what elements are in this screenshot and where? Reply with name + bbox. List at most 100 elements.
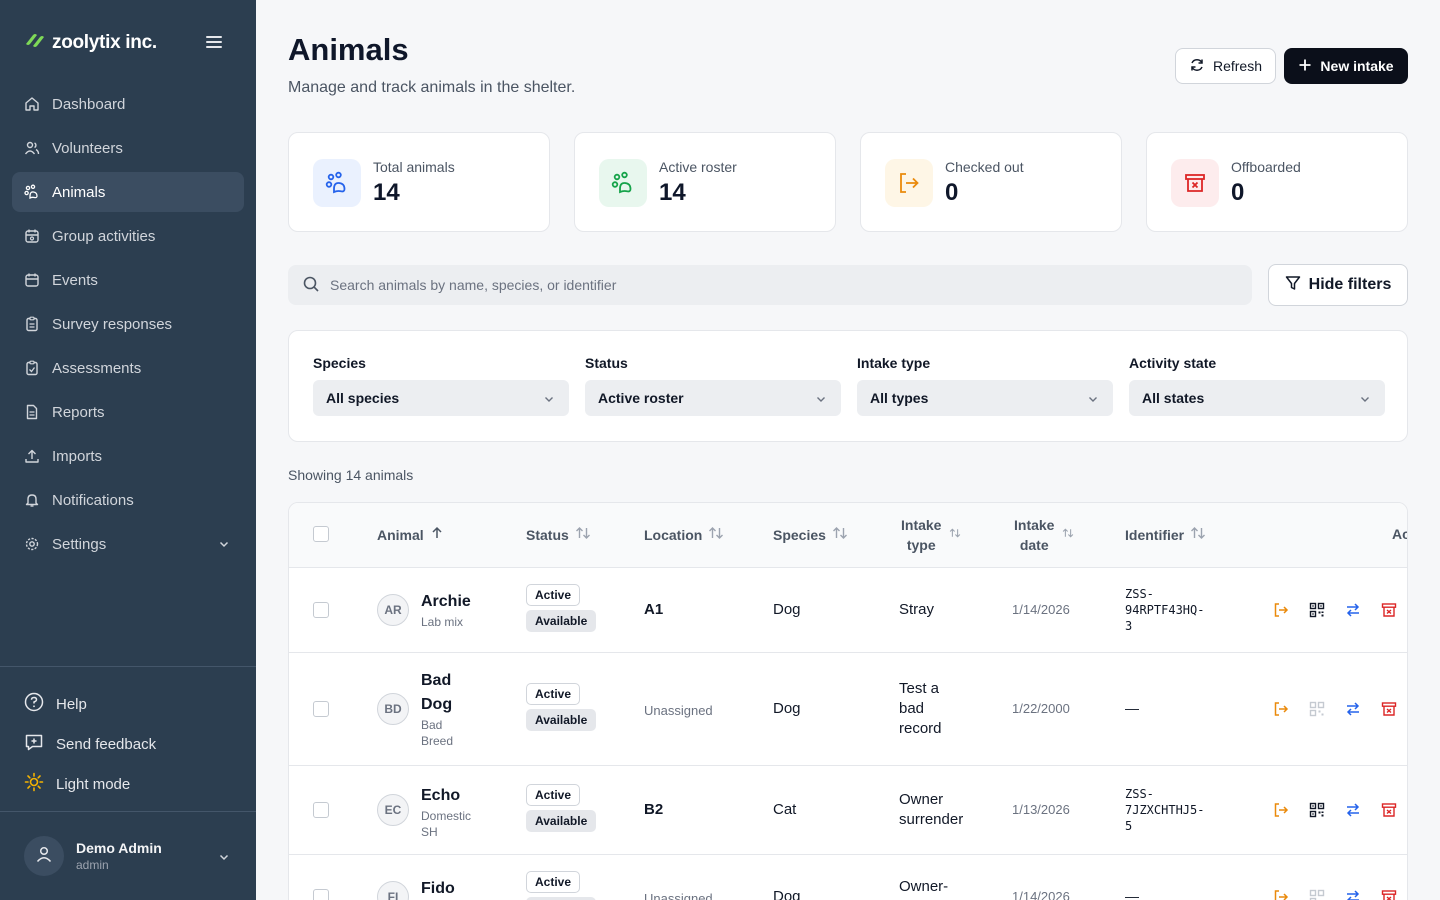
light-mode-toggle[interactable]: Light mode xyxy=(24,764,234,804)
chevron-down-icon[interactable] xyxy=(218,537,230,554)
sidebar-item-survey-responses[interactable]: Survey responses xyxy=(12,304,244,344)
stat-label: Offboarded xyxy=(1231,159,1301,175)
sidebar-item-dashboard[interactable]: Dashboard xyxy=(12,84,244,124)
check-out-icon[interactable] xyxy=(1273,889,1289,900)
row-actions xyxy=(1273,802,1397,818)
status-select[interactable]: Active roster xyxy=(585,380,841,416)
identifier-line: 5 xyxy=(1125,819,1133,833)
row-checkbox[interactable] xyxy=(313,602,329,618)
intake-type-select[interactable]: All types xyxy=(857,380,1113,416)
brand-logo[interactable]: zoolytix inc. xyxy=(24,30,157,55)
select-all-checkbox[interactable] xyxy=(313,526,329,542)
animal-name[interactable]: Echo xyxy=(421,787,461,804)
sidebar-item-assessments[interactable]: Assessments xyxy=(12,348,244,388)
home-icon xyxy=(24,96,40,112)
brand-name: zoolytix inc. xyxy=(52,31,157,53)
search-input[interactable]: Search animals by name, species, or iden… xyxy=(288,265,1252,305)
transfer-icon[interactable] xyxy=(1345,889,1361,900)
stat-card-checked-out: Checked out 0 xyxy=(860,132,1122,232)
chevron-down-icon xyxy=(815,392,827,408)
row-checkbox[interactable] xyxy=(313,889,329,900)
animal-name[interactable]: Fido xyxy=(421,880,455,897)
table-row[interactable]: EC Echo Domestic SH Active Available B2 … xyxy=(289,766,1407,855)
identifier-line: ZSS- xyxy=(1125,587,1154,601)
animal-cell[interactable]: Fido xyxy=(421,877,455,900)
animal-name[interactable]: Bad xyxy=(421,672,452,689)
sidebar-item-reports[interactable]: Reports xyxy=(12,392,244,432)
transfer-icon[interactable] xyxy=(1345,602,1361,618)
animal-name[interactable]: Archie xyxy=(421,593,471,610)
stat-card-active: Active roster 14 xyxy=(574,132,836,232)
hide-filters-button[interactable]: Hide filters xyxy=(1268,264,1408,306)
check-out-icon xyxy=(885,159,933,207)
activity-state-select[interactable]: All states xyxy=(1129,380,1385,416)
row-checkbox[interactable] xyxy=(313,802,329,818)
column-location[interactable]: Location xyxy=(644,526,724,543)
help-link[interactable]: Help xyxy=(24,684,234,724)
species-cell: Dog xyxy=(773,888,801,900)
status-cell: Active Available xyxy=(526,584,597,632)
sidebar-item-notifications[interactable]: Notifications xyxy=(12,480,244,520)
column-label-group: Intake date xyxy=(1014,515,1054,555)
check-out-icon[interactable] xyxy=(1273,802,1289,818)
filter-status: Status Active roster xyxy=(585,355,841,416)
qr-code-icon[interactable] xyxy=(1309,802,1325,818)
archive-icon[interactable] xyxy=(1381,602,1397,618)
chevron-down-icon xyxy=(1359,392,1371,408)
sidebar-item-animals[interactable]: Animals xyxy=(12,172,244,212)
new-intake-button[interactable]: New intake xyxy=(1284,48,1408,84)
animal-breed: SH xyxy=(421,825,438,839)
sidebar-item-events[interactable]: Events xyxy=(12,260,244,300)
menu-toggle-icon[interactable] xyxy=(204,32,224,52)
animal-breed: Lab mix xyxy=(421,615,464,629)
sidebar-bottom: Help Send feedback Light mode xyxy=(24,684,234,804)
animal-cell[interactable]: Echo Domestic SH xyxy=(421,784,471,840)
paw-icon xyxy=(24,184,40,200)
column-status[interactable]: Status xyxy=(526,526,591,543)
transfer-icon[interactable] xyxy=(1345,701,1361,717)
transfer-icon[interactable] xyxy=(1345,802,1361,818)
animal-name[interactable]: Dog xyxy=(421,696,453,713)
sun-icon xyxy=(24,772,44,796)
refresh-button[interactable]: Refresh xyxy=(1175,48,1276,84)
table-row[interactable]: AR Archie Lab mix Active Available A1 Do… xyxy=(289,568,1407,653)
check-out-icon[interactable] xyxy=(1273,701,1289,717)
qr-code-icon[interactable] xyxy=(1309,602,1325,618)
column-intake-type[interactable]: Intake type xyxy=(901,515,961,555)
column-intake-date[interactable]: Intake date xyxy=(1014,515,1074,555)
sidebar-item-group-activities[interactable]: Group activities xyxy=(12,216,244,256)
availability-badge: Available xyxy=(526,810,597,832)
user-menu[interactable]: Demo Admin admin xyxy=(24,836,234,876)
column-species[interactable]: Species xyxy=(773,526,848,543)
select-value: All types xyxy=(870,390,929,406)
filter-species: Species All species xyxy=(313,355,569,416)
row-checkbox[interactable] xyxy=(313,701,329,717)
animal-cell[interactable]: Archie Lab mix xyxy=(421,590,471,630)
archive-icon[interactable] xyxy=(1381,802,1397,818)
location-cell: B2 xyxy=(644,801,664,818)
chevron-down-icon[interactable] xyxy=(218,850,230,868)
clipboard-check-icon xyxy=(24,360,40,376)
sidebar-item-imports[interactable]: Imports xyxy=(12,436,244,476)
sort-icon xyxy=(832,526,848,543)
feedback-icon xyxy=(24,732,44,756)
sidebar-item-label: Group activities xyxy=(52,227,156,245)
sidebar-item-volunteers[interactable]: Volunteers xyxy=(12,128,244,168)
archive-icon[interactable] xyxy=(1381,889,1397,900)
archive-icon[interactable] xyxy=(1381,701,1397,717)
column-animal[interactable]: Animal xyxy=(377,526,444,543)
table-row[interactable]: FI Fido Active Unassigned Dog Owner- 1/1… xyxy=(289,855,1407,900)
animal-cell[interactable]: Bad Dog Bad Breed xyxy=(421,669,453,749)
check-out-icon[interactable] xyxy=(1273,602,1289,618)
new-intake-label: New intake xyxy=(1320,58,1394,74)
column-identifier[interactable]: Identifier xyxy=(1125,526,1206,543)
species-select[interactable]: All species xyxy=(313,380,569,416)
table-row[interactable]: BD Bad Dog Bad Breed Active Available Un… xyxy=(289,653,1407,766)
sidebar-item-settings[interactable]: Settings xyxy=(12,524,244,564)
clipboard-icon xyxy=(24,316,40,332)
user-icon xyxy=(35,845,53,868)
filter-intake-type: Intake type All types xyxy=(857,355,1113,416)
refresh-icon xyxy=(1189,57,1205,76)
send-feedback-link[interactable]: Send feedback xyxy=(24,724,234,764)
intake-type-cell: Stray xyxy=(899,601,935,618)
